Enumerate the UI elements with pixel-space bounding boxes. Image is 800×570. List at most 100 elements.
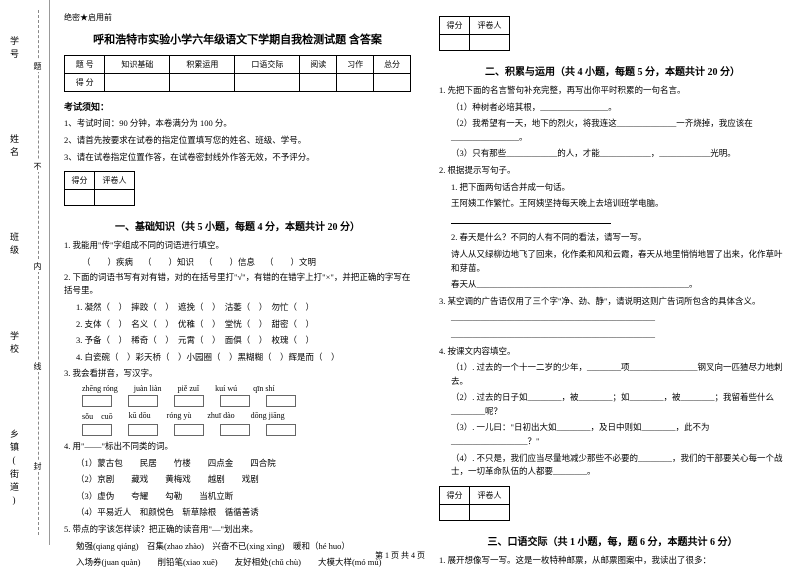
q2-row: 2. 支体（ ） 名义（ ） 优稚（ ） 堂恍（ ） 甜密（ ） [76,318,411,332]
char-box [174,395,204,407]
char-box [174,424,204,436]
dash-label: 题 [32,60,43,72]
pinyin: sǒu cuō [82,411,113,422]
item: （ ）信息 [204,256,255,268]
cell: 阅读 [300,56,337,74]
q4: 4. 用"——"标出不同类的词。 [64,440,411,454]
pinyin: piě zuǐ [178,384,200,393]
q1-items: （ ）疾病 （ ）知识 （ ）信息 （ ）文明 [82,256,411,268]
s2q4-3: （3）. 一儿曰："日初出大如________，及日中则如________，此不… [451,421,786,448]
cell [440,35,470,51]
notice-heading: 考试须知： [64,100,411,113]
marker-score: 得分 [440,17,470,35]
marker-score: 得分 [440,486,470,504]
left-column: 绝密★启用前 呼和浩特市实验小学六年级语文下学期自我检测试题 含答案 题 号 知… [50,0,425,545]
s2q4: 4. 按课文内容填空。 [439,345,786,359]
marker-table: 得分评卷人 [439,486,510,521]
s2q3b: ________________________________________… [451,328,786,342]
q2-row: 4. 白瓷碗（ ）彩天桥（ ）小园圈（ ）黑糊糊（ ）辉是而（ ） [76,351,411,365]
cell [170,74,235,92]
cell [440,504,470,520]
marker-table: 得分评卷人 [64,171,135,206]
item: （ ）知识 [143,256,194,268]
q5: 5. 带点的字该怎样读？把正确的读音用"—"划出来。 [64,523,411,537]
s2q2b1: 诗人从又绿柳边地飞了回来，化作柔和风和云霞，春天从地里悄悄地冒了出来，化作草叶和… [451,248,786,275]
q2-row: 3. 予备（ ） 稀奇（ ） 元霄（ ） 面俱（ ） 枚瑰（ ） [76,334,411,348]
secret-label: 绝密★启用前 [64,12,411,23]
binding-sidebar: 学号 姓名 班级 学校 乡镇(街道) 题 不 内 线 封 [0,0,50,545]
marker-row: 得分评卷人 [439,482,786,529]
cell: 口语交际 [235,56,300,74]
sidebar-labels: 学号 姓名 班级 学校 乡镇(街道) [8,0,21,545]
s2q2b: 2. 春天是什么？不同的人有不同的看法，请写一写。 [451,231,786,245]
page-footer: 第 1 页 共 4 页 [0,550,800,561]
blank-line [451,214,786,229]
marker-reviewer: 评卷人 [470,17,510,35]
section2-title: 二、积累与运用（共 4 小题，每题 5 分，本题共计 20 分） [439,63,786,78]
q1: 1. 我能用"传"字组成不同的词语进行填空。 [64,239,411,253]
table-row: 题 号 知识基础 积累运用 口语交际 阅读 习作 总分 [65,56,411,74]
sidebar-label: 班级 [8,232,21,258]
pinyin: róng yù [167,411,192,422]
table-row: 得 分 [65,74,411,92]
s2q4-1: （1）. 过去的一个十一二岁的少年，________项_____________… [451,361,786,388]
s2q1-r: （3）只有那些____________的人，才能____________，___… [451,147,786,161]
char-box [220,395,250,407]
pinyin: kū dōu [129,411,151,422]
cell [337,74,374,92]
q4-row: （1）蒙古包 民居 竹楼 四点金 四合院 [76,457,411,471]
char-box [266,395,296,407]
q4-row: （4）平易近人 和颜悦色 斩草除根 循循善诱 [76,506,411,520]
marker-table: 得分评卷人 [439,16,510,51]
notice-item: 2、请首先按要求在试卷的指定位置填写您的姓名、班级、学号。 [64,134,411,147]
pinyin: zhuī dào [207,411,234,422]
item: （ ）文明 [265,256,316,268]
q4-row: （3）虚伪 夸耀 勾勒 当机立断 [76,490,411,504]
char-box [82,395,112,407]
s2q2a: 1. 把下面两句话合并成一句话。 [451,181,786,195]
char-box [266,424,296,436]
columns: 绝密★启用前 呼和浩特市实验小学六年级语文下学期自我检测试题 含答案 题 号 知… [50,0,800,545]
cell: 题 号 [65,56,105,74]
cell [65,190,95,206]
exam-title: 呼和浩特市实验小学六年级语文下学期自我检测试题 含答案 [64,31,411,47]
pinyin: zhēng róng [82,384,118,393]
section1-title: 一、基础知识（共 5 小题，每题 4 分，本题共计 20 分） [64,218,411,233]
pinyin: dōng jiāng [251,411,285,422]
pinyin-row: zhēng róng juàn liàn piě zuǐ kuí wú qīn … [82,384,411,393]
pinyin: juàn liàn [134,384,162,393]
cell: 习作 [337,56,374,74]
notice-item: 1、考试时间：90 分钟，本卷满分为 100 分。 [64,117,411,130]
dash-label: 封 [32,460,43,472]
char-box [128,395,158,407]
sidebar-label: 姓名 [8,134,21,160]
s2q3: 3. 某空调的广告语仅用了三个字"净、劲、静"，请说明这则广告词所包含的具体含义… [439,295,786,309]
s2q3b: ________________________________________… [451,311,786,325]
s2q2b2: 春天从_____________________________________… [451,278,786,292]
cell: 知识基础 [105,56,170,74]
pinyin: kuí wú [215,384,237,393]
s2q1: 1. 先把下面的名言警句补充完整，再写出你平时积累的一句名言。 [439,84,786,98]
q2-row: 1. 凝然（ ） 摔跤（ ） 遮挽（ ） 沽萎（ ） 勿忙（ ） [76,301,411,315]
marker-score: 得分 [65,172,95,190]
cell: 得 分 [65,74,105,92]
cell [95,190,135,206]
marker-reviewer: 评卷人 [95,172,135,190]
char-box [220,424,250,436]
marker-reviewer: 评卷人 [470,486,510,504]
sidebar-label: 学号 [8,36,21,62]
item: （ ）疾病 [82,256,133,268]
box-row [82,395,411,407]
char-box [128,424,158,436]
s2q1-r: （2）我希望有一天，地下的烈火，将我连这______________一齐烧掉，我… [451,117,786,144]
notice-item: 3、请在试卷指定位置作答，在试卷密封线外作答无效，不予评分。 [64,151,411,164]
cell [235,74,300,92]
box-row [82,424,411,436]
cell [374,74,411,92]
page-container: 学号 姓名 班级 学校 乡镇(街道) 题 不 内 线 封 绝密★启用前 呼和浩特… [0,0,800,545]
cell [300,74,337,92]
marker-row: 得分评卷人 [64,167,411,214]
dash-label: 线 [32,360,43,372]
cell: 积累运用 [170,56,235,74]
pinyin: qīn shí [253,384,275,393]
